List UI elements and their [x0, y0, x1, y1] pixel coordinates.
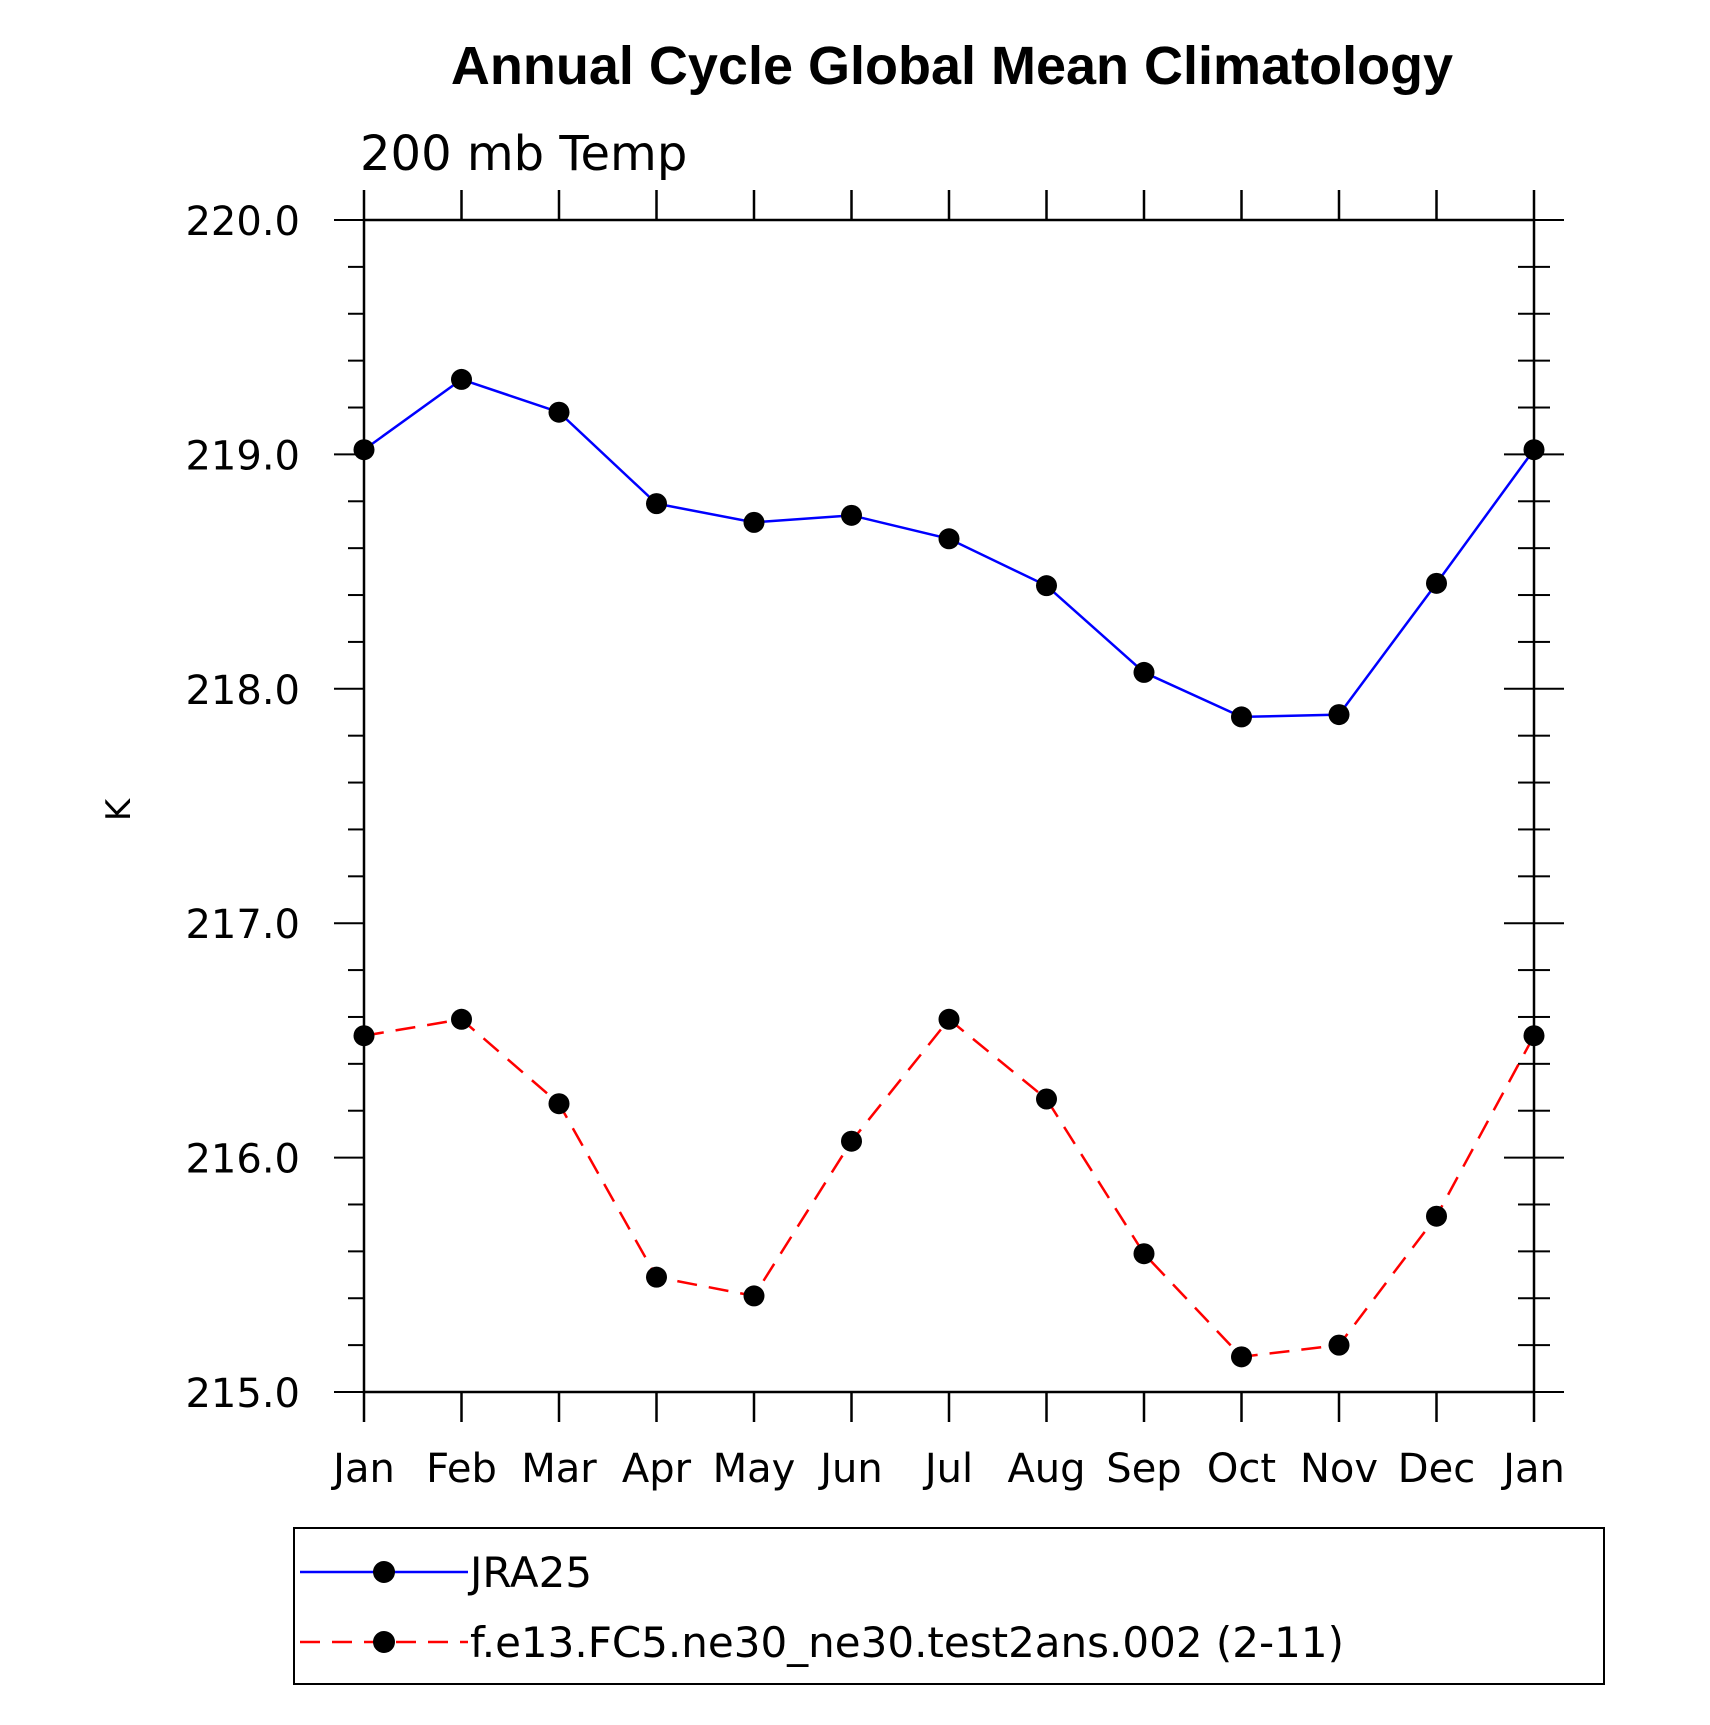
series-0-point	[743, 511, 765, 533]
series-1-point	[1133, 1243, 1155, 1265]
chart-subtitle: 200 mb Temp	[360, 126, 687, 182]
x-tick-label: Jan	[1500, 1446, 1565, 1492]
series-0-point	[1133, 661, 1155, 683]
y-tick-label: 218.0	[185, 668, 300, 714]
y-tick-labels: 215.0 216.0 217.0 218.0 219.0 220.0	[185, 199, 300, 1417]
series-0-point	[938, 528, 960, 550]
series-0-point	[548, 401, 570, 423]
series-0-point	[841, 504, 862, 526]
legend-box	[293, 1527, 1605, 1685]
x-tick-label: Apr	[622, 1446, 692, 1492]
x-tick-label: Dec	[1398, 1446, 1475, 1492]
x-tick-label: Aug	[1007, 1446, 1085, 1492]
chart-title: Annual Cycle Global Mean Climatology	[451, 36, 1453, 96]
series-1-point	[938, 1008, 960, 1030]
x-tick-label: Oct	[1207, 1446, 1276, 1492]
series-1-point	[353, 1025, 375, 1047]
series-0-point	[1036, 575, 1057, 597]
x-tick-label: Nov	[1300, 1446, 1378, 1492]
series-1-point	[1523, 1025, 1545, 1047]
series-line-1	[363, 1017, 1536, 1359]
series-0-point	[1231, 706, 1252, 728]
series-0-point	[451, 368, 472, 390]
legend-label-model: f.e13.FC5.ne30_ne30.test2ans.002 (2-11)	[470, 1618, 1344, 1667]
series-1-point	[743, 1285, 765, 1307]
y-tick-label: 215.0	[185, 1371, 300, 1417]
legend-label-jra25: JRA25	[467, 1548, 592, 1597]
series-0-point	[1523, 439, 1545, 461]
series-1-point	[1426, 1205, 1447, 1227]
series-0-point	[353, 439, 375, 461]
legend-marker-model	[373, 1631, 395, 1653]
series-layer	[353, 368, 1545, 1368]
x-tick-label: Sep	[1106, 1446, 1181, 1492]
series-1-point	[1328, 1334, 1350, 1356]
x-tick-labels: Jan Feb Mar Apr May Jun Jul Aug Sep Oct Nov Dec Jan	[330, 1446, 1565, 1492]
series-0-point	[1328, 704, 1350, 726]
plot-frame	[362, 218, 1536, 1394]
series-1-point	[1231, 1346, 1252, 1368]
series-1-point	[548, 1093, 570, 1115]
legend: JRA25 f.e13.FC5.ne30_ne30.test2ans.002 (…	[293, 1527, 1605, 1685]
legend-marker-jra25	[373, 1561, 395, 1583]
x-tick-label: Jan	[330, 1446, 395, 1492]
x-tick-label: Mar	[521, 1446, 597, 1492]
x-tick-label: May	[713, 1446, 796, 1492]
series-0-point	[1426, 572, 1447, 594]
y-tick-label: 219.0	[185, 433, 300, 479]
series-0-point	[646, 493, 667, 515]
x-tick-label: Jul	[922, 1446, 973, 1492]
series-1-point	[841, 1130, 862, 1152]
x-tick-label: Feb	[426, 1446, 497, 1492]
y-axis-label: K	[99, 797, 139, 821]
y-tick-label: 216.0	[185, 1137, 300, 1183]
series-1-point	[1036, 1088, 1057, 1110]
y-tick-label: 220.0	[185, 199, 300, 245]
series-1-point	[646, 1266, 667, 1288]
series-1-point	[451, 1008, 472, 1030]
y-tick-label: 217.0	[185, 902, 300, 948]
axis-ticks	[334, 190, 1564, 1422]
x-tick-label: Jun	[817, 1446, 883, 1492]
